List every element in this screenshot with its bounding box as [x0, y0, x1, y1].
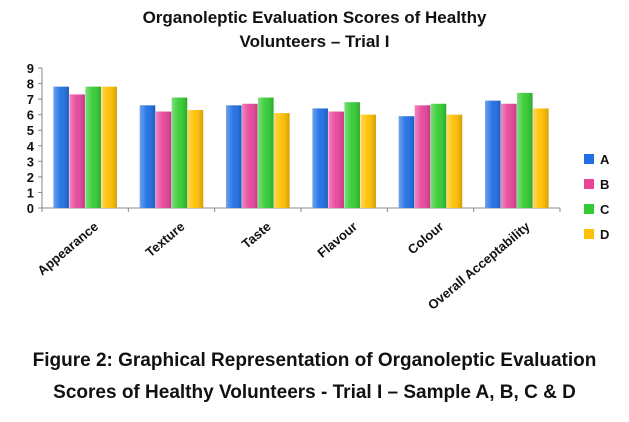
bar-shading	[312, 108, 328, 208]
bar-shading	[69, 94, 85, 208]
x-category-label: Taste	[239, 219, 274, 252]
bar-shading	[485, 100, 501, 208]
bar-shading	[187, 110, 204, 208]
bar-shading	[53, 86, 69, 208]
legend-swatch-c	[584, 204, 594, 214]
bar-shading	[328, 111, 344, 208]
x-category-label: Texture	[143, 219, 188, 260]
y-tick-label: 4	[27, 139, 35, 154]
bar-shading	[85, 86, 101, 208]
labels: Appearance Texture Taste Flavour ColourOvera…	[34, 218, 533, 312]
y-tick-label: 0	[27, 201, 34, 216]
legend-label-c: C	[600, 202, 610, 217]
legend-swatch-a	[584, 154, 594, 164]
legend-swatch-b	[584, 179, 594, 189]
y-tick-label: 2	[27, 170, 34, 185]
bar-shading	[533, 108, 549, 208]
y-tick-label: 8	[27, 77, 34, 92]
legend-label-a: A	[600, 152, 610, 167]
y-tick-label: 9	[27, 61, 34, 76]
bar-shading	[171, 97, 188, 208]
y-tick-label: 1	[27, 185, 34, 200]
chart-title: Organoleptic Evaluation Scores of Health…	[142, 8, 487, 51]
bar-shading	[155, 111, 172, 208]
legend-label-d: D	[600, 227, 609, 242]
x-category-label: Appearance	[34, 219, 101, 278]
bar-shading	[101, 86, 117, 208]
bar-shading	[139, 105, 156, 208]
bar-shading	[414, 105, 431, 208]
bar-shading	[226, 105, 242, 208]
bar-shading	[501, 103, 517, 208]
x-category-label: Colour	[405, 219, 447, 257]
bar-shading	[517, 92, 533, 208]
y-tick-label: 3	[27, 154, 34, 169]
bars	[53, 86, 549, 208]
figure-caption: Figure 2: Graphical Representation of Or…	[32, 350, 597, 403]
legend-swatch-d	[584, 229, 594, 239]
bar-shading	[344, 102, 360, 208]
legend-label-b: B	[600, 177, 609, 192]
y-tick-label: 5	[27, 123, 34, 138]
bar-shading	[274, 113, 290, 208]
bar-shading	[398, 116, 415, 208]
y-tick-label: 6	[27, 108, 34, 123]
bar-shading	[258, 97, 274, 208]
x-category-label: Flavour	[314, 219, 360, 261]
bar-shading	[430, 103, 447, 208]
y-tick-label: 7	[27, 92, 34, 107]
bar-shading	[242, 103, 258, 208]
bar-shading	[360, 114, 376, 208]
bar-shading	[446, 114, 463, 208]
